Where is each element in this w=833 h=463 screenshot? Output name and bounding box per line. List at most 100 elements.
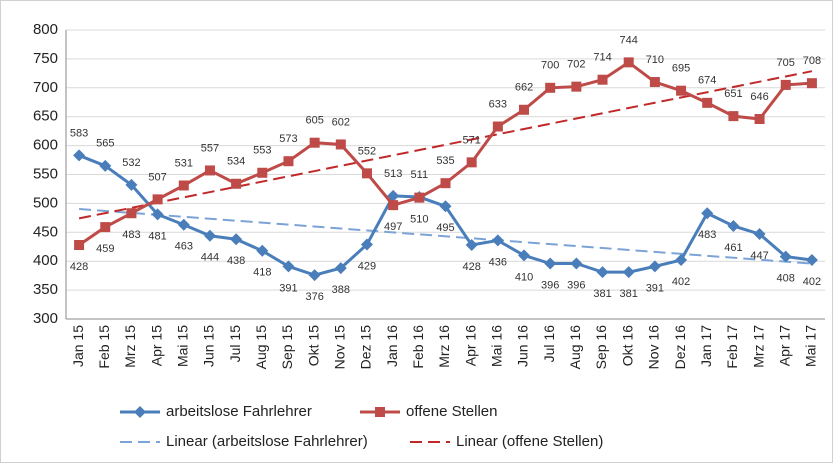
marker: [780, 79, 791, 90]
marker: [230, 233, 243, 246]
x-tick-label: Okt 16: [619, 325, 635, 366]
x-tick-label: Jun 16: [515, 325, 531, 367]
marker: [282, 260, 295, 273]
marker: [676, 85, 687, 96]
y-tick-label: 550: [33, 165, 58, 182]
data-label: 511: [411, 169, 429, 181]
data-label: 510: [410, 214, 428, 226]
y-tick-label: 400: [33, 252, 58, 269]
y-tick-label: 650: [33, 108, 58, 125]
data-label: 428: [70, 261, 88, 273]
marker: [545, 82, 556, 93]
data-label: 459: [96, 243, 114, 255]
x-tick-label: Nov 15: [332, 325, 348, 370]
x-tick-label: Dez 16: [672, 325, 688, 370]
marker: [361, 168, 372, 179]
data-label: 573: [279, 133, 297, 145]
data-label: 391: [279, 282, 297, 294]
data-label: 497: [384, 221, 402, 233]
data-label: 714: [593, 52, 611, 64]
trendline: [79, 208, 812, 265]
data-label: 565: [96, 138, 114, 150]
marker: [100, 222, 111, 233]
legend-label: offene Stellen: [406, 403, 497, 420]
marker: [806, 78, 817, 89]
data-label: 702: [567, 59, 585, 71]
marker: [256, 244, 269, 257]
data-label: 605: [305, 115, 323, 127]
data-label: 396: [567, 279, 585, 291]
data-label: 463: [175, 241, 193, 253]
marker: [308, 269, 321, 282]
marker: [728, 111, 739, 122]
legend-marker: [375, 407, 385, 417]
data-label: 705: [777, 57, 795, 69]
data-label: 695: [672, 63, 690, 75]
marker: [648, 260, 661, 273]
marker: [571, 81, 582, 92]
marker: [74, 240, 85, 251]
x-tick-label: Sep 16: [593, 325, 609, 370]
marker: [440, 178, 451, 189]
x-tick-label: Mai 17: [803, 325, 819, 367]
data-label: 444: [201, 252, 219, 264]
data-label: 396: [541, 279, 559, 291]
x-tick-label: Mrz 17: [750, 325, 766, 368]
marker: [151, 208, 164, 221]
legend-marker: [134, 406, 146, 418]
legend-label: Linear (offene Stellen): [456, 433, 603, 450]
data-label: 447: [750, 250, 768, 262]
data-label: 552: [358, 145, 376, 157]
marker: [779, 250, 792, 263]
marker: [177, 218, 190, 231]
data-label: 418: [253, 267, 271, 279]
data-label: 408: [777, 272, 795, 284]
x-tick-label: Sep 15: [279, 325, 295, 370]
data-label: 410: [515, 271, 533, 283]
data-label: 402: [803, 276, 821, 288]
x-tick-label: Aug 16: [567, 325, 583, 370]
data-label: 535: [436, 155, 454, 167]
y-tick-label: 500: [33, 194, 58, 211]
y-tick-label: 750: [33, 50, 58, 67]
data-label: 381: [620, 288, 638, 300]
data-label: 571: [462, 134, 480, 146]
data-label: 429: [358, 260, 376, 272]
data-label: 700: [541, 60, 559, 72]
data-label: 391: [646, 282, 664, 294]
x-tick-label: Feb 16: [410, 325, 426, 369]
data-label: 531: [175, 157, 193, 169]
x-tick-label: Nov 16: [646, 325, 662, 370]
data-label: 633: [489, 98, 507, 110]
marker: [701, 207, 714, 220]
marker: [491, 234, 504, 247]
data-label: 388: [332, 284, 350, 296]
x-tick-label: Apr 15: [148, 325, 164, 366]
marker: [126, 208, 137, 219]
marker: [754, 114, 765, 125]
marker: [753, 228, 766, 241]
marker: [570, 257, 583, 270]
data-label: 744: [620, 34, 638, 46]
y-tick-label: 700: [33, 79, 58, 96]
x-tick-label: Okt 15: [305, 325, 321, 366]
data-label: 376: [305, 291, 323, 303]
marker: [125, 178, 138, 191]
marker: [387, 189, 400, 202]
y-tick-label: 600: [33, 137, 58, 154]
x-tick-label: Jun 15: [201, 325, 217, 367]
data-label: 534: [227, 156, 245, 168]
legend-label: arbeitslose Fahrlehrer: [166, 403, 312, 420]
x-tick-label: Mai 15: [174, 325, 190, 367]
y-tick-label: 450: [33, 223, 58, 240]
data-label: 710: [646, 54, 664, 66]
marker: [283, 156, 294, 167]
marker: [544, 257, 557, 270]
marker: [334, 262, 347, 275]
marker: [335, 139, 346, 150]
x-tick-label: Feb 17: [724, 325, 740, 369]
marker: [727, 219, 740, 232]
data-label: 553: [253, 145, 271, 157]
data-label: 438: [227, 255, 245, 267]
